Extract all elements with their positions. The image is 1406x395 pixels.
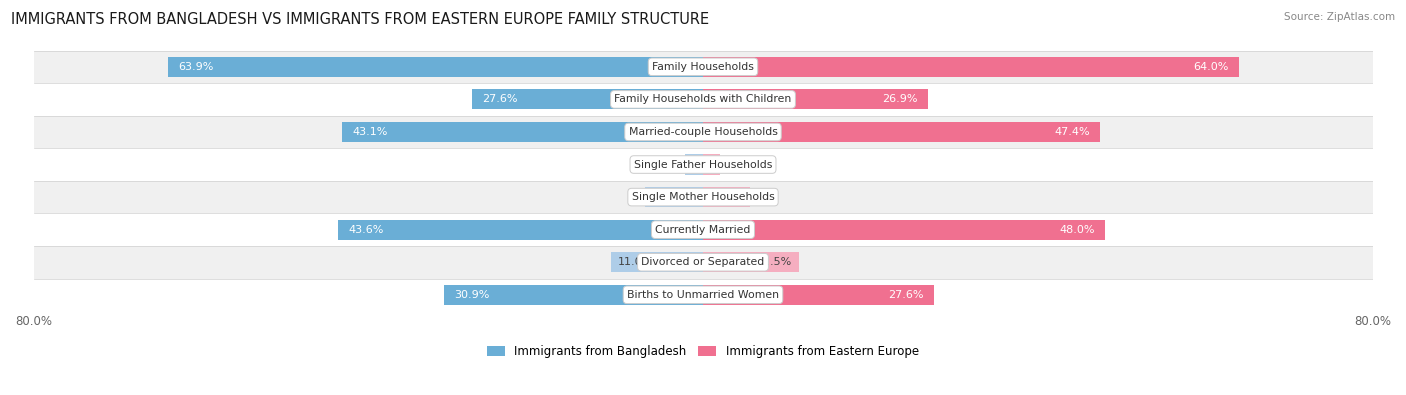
Bar [703,154,720,175]
Bar [169,57,703,77]
Text: Married-couple Households: Married-couple Households [628,127,778,137]
Text: IMMIGRANTS FROM BANGLADESH VS IMMIGRANTS FROM EASTERN EUROPE FAMILY STRUCTURE: IMMIGRANTS FROM BANGLADESH VS IMMIGRANTS… [11,12,710,27]
Text: 64.0%: 64.0% [1194,62,1229,72]
Text: 43.6%: 43.6% [349,225,384,235]
Text: 5.6%: 5.6% [714,192,744,202]
Text: Single Mother Households: Single Mother Households [631,192,775,202]
Bar [34,148,1372,181]
Text: 30.9%: 30.9% [454,290,489,300]
Bar [472,89,703,109]
Bar [34,246,1372,278]
Bar [34,213,1372,246]
Text: 11.0%: 11.0% [617,257,652,267]
Text: 6.9%: 6.9% [652,192,681,202]
Text: Currently Married: Currently Married [655,225,751,235]
Bar [703,220,1105,240]
Bar [703,57,1239,77]
Text: 43.1%: 43.1% [353,127,388,137]
Text: 2.0%: 2.0% [685,160,713,169]
Text: Family Households: Family Households [652,62,754,72]
Text: 63.9%: 63.9% [179,62,214,72]
Bar [34,51,1372,83]
Text: Source: ZipAtlas.com: Source: ZipAtlas.com [1284,12,1395,22]
Text: 11.5%: 11.5% [758,257,793,267]
Text: 27.6%: 27.6% [889,290,924,300]
Bar [703,285,934,305]
Text: 47.4%: 47.4% [1054,127,1090,137]
Text: 26.9%: 26.9% [883,94,918,104]
Bar [34,181,1372,213]
Bar [686,154,703,175]
Bar [703,252,799,272]
Bar [645,187,703,207]
Bar [703,89,928,109]
Text: 27.6%: 27.6% [482,94,517,104]
Bar [703,122,1099,142]
Text: Divorced or Separated: Divorced or Separated [641,257,765,267]
Bar [34,116,1372,148]
Bar [342,122,703,142]
Bar [444,285,703,305]
Text: 2.1%: 2.1% [692,160,720,169]
Text: Births to Unmarried Women: Births to Unmarried Women [627,290,779,300]
Text: Family Households with Children: Family Households with Children [614,94,792,104]
Bar [612,252,703,272]
Bar [34,83,1372,116]
Bar [337,220,703,240]
Bar [703,187,749,207]
Legend: Immigrants from Bangladesh, Immigrants from Eastern Europe: Immigrants from Bangladesh, Immigrants f… [482,340,924,363]
Bar [34,278,1372,311]
Text: Single Father Households: Single Father Households [634,160,772,169]
Text: 48.0%: 48.0% [1059,225,1095,235]
